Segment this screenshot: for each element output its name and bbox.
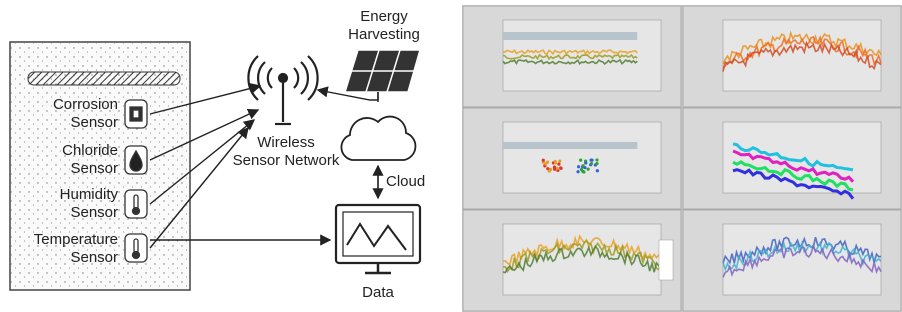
plot-dot (548, 169, 551, 172)
cloud-icon (341, 117, 415, 160)
plot-dot (558, 160, 561, 163)
data-label: Data (362, 284, 394, 301)
sensor-label: Sensor (70, 114, 118, 131)
plot-dot (554, 160, 557, 163)
plot-dot (590, 159, 593, 162)
rebar (28, 72, 180, 85)
plot-dot (595, 162, 598, 165)
plot-dot (542, 159, 545, 162)
diagram: Corrosion Sensor Chloride Sensor Humidit… (10, 8, 425, 301)
plot-band (503, 142, 637, 149)
sensor-label: Sensor (70, 249, 118, 266)
plot-area (503, 122, 661, 193)
cloud-label: Cloud (386, 173, 425, 190)
plot-dot (584, 161, 587, 164)
plot-dot (582, 170, 585, 173)
plot-dot (581, 164, 584, 167)
plot-area (723, 122, 881, 193)
figure: Corrosion Sensor Chloride Sensor Humidit… (0, 0, 902, 312)
solar-panel-icon (345, 50, 420, 102)
plot-dot (553, 168, 556, 171)
plot-dot (596, 169, 599, 172)
plot-dot (576, 170, 579, 173)
plot-dot (595, 158, 598, 161)
plot-dot (590, 162, 593, 165)
sensor-label: Sensor (70, 204, 118, 221)
sensor-label: Corrosion (53, 96, 118, 113)
sensor-label: Sensor (70, 160, 118, 177)
plot-dot (579, 159, 582, 162)
energy-label: Harvesting (348, 26, 420, 43)
plot-dot (546, 161, 549, 164)
plot-legend (659, 240, 673, 280)
sensor-label: Humidity (60, 186, 119, 203)
sensor-label: Chloride (62, 142, 118, 159)
monitoring-screenshot (462, 5, 902, 312)
monitor-icon (336, 205, 420, 273)
plot-dot (559, 166, 562, 169)
network-label: Sensor Network (233, 152, 340, 169)
plot-dot (557, 162, 560, 165)
antenna-icon (248, 56, 317, 124)
network-label: Wireless (257, 134, 315, 151)
plot-band (503, 32, 637, 40)
plot-dot (577, 165, 580, 168)
energy-label: Energy (360, 8, 408, 25)
sensor-label: Temperature (34, 231, 118, 248)
plot-dot (587, 168, 590, 171)
